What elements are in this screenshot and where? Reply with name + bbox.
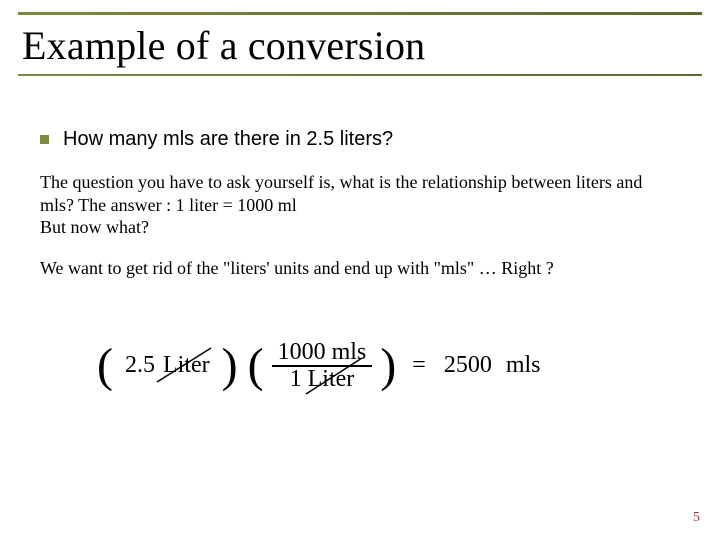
frac-den-unit-wrap: Liter (308, 366, 355, 392)
paragraph-2: We want to get rid of the "liters' units… (40, 257, 680, 280)
frac-den-qty: 1 (290, 366, 302, 392)
top-rule (18, 12, 702, 15)
bullet-text: How many mls are there in 2.5 liters? (63, 128, 393, 151)
title-underline (18, 74, 702, 76)
frac-num-qty: 1000 (278, 339, 326, 365)
equals-sign: = (404, 352, 434, 379)
fraction-numerator: 1000 mls (272, 340, 373, 365)
paragraph-1-text: The question you have to ask yourself is… (40, 172, 642, 215)
paragraph-1: The question you have to ask yourself is… (40, 171, 680, 239)
fraction-denominator: 1 Liter (284, 367, 361, 392)
lhs-qty: 2.5 (121, 352, 159, 379)
lhs-term: 2.5 Liter (121, 352, 214, 379)
lhs-unit: Liter (163, 352, 210, 378)
bullet-item: How many mls are there in 2.5 liters? (40, 128, 680, 151)
left-paren-open-icon: ( (95, 342, 115, 390)
lhs-unit-wrap: Liter (159, 352, 214, 379)
right-paren-open-icon: ( (246, 342, 266, 390)
rhs-qty: 2500 (440, 352, 496, 379)
rhs-unit: mls (502, 352, 545, 379)
right-paren-close-icon: ) (378, 342, 398, 390)
left-paren-close-icon: ) (220, 342, 240, 390)
slide: Example of a conversion How many mls are… (0, 0, 720, 540)
fraction: 1000 mls 1 Liter (272, 340, 373, 392)
frac-den-unit: Liter (308, 366, 355, 392)
square-bullet-icon (40, 135, 49, 144)
conversion-equation: ( 2.5 Liter ) ( 1000 mls 1 Liter (95, 340, 545, 392)
frac-num-unit: mls (332, 339, 367, 365)
paragraph-1b-text: But now what? (40, 217, 149, 237)
body-content: How many mls are there in 2.5 liters? Th… (40, 128, 680, 297)
slide-title: Example of a conversion (22, 22, 425, 69)
page-number: 5 (693, 510, 700, 526)
